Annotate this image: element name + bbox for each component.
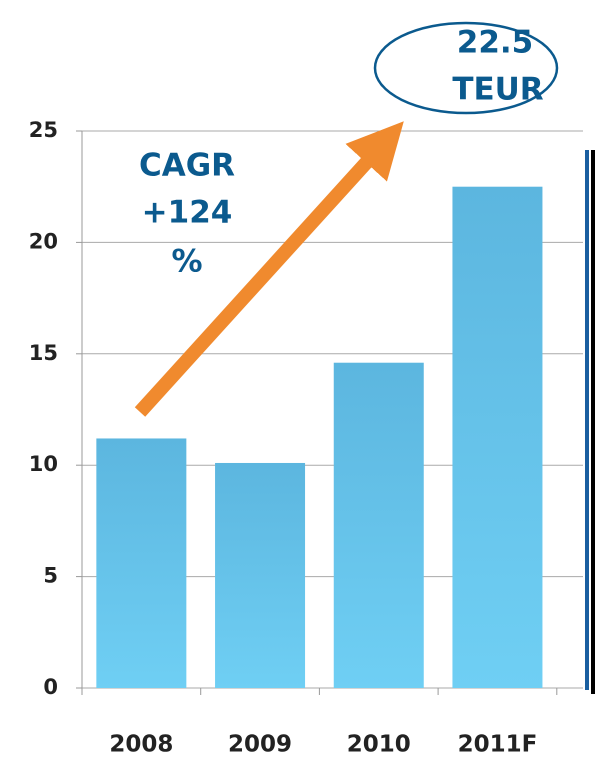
y-tick-label: 20: [29, 229, 58, 253]
y-tick-label: 10: [29, 452, 58, 476]
bar: [215, 462, 306, 688]
annotation: +124: [142, 195, 233, 231]
bar: [96, 438, 187, 688]
annotation: %: [171, 244, 202, 280]
bar: [452, 186, 543, 688]
x-tick-label: 2010: [347, 732, 411, 758]
annotation: CAGR: [139, 148, 235, 184]
x-tick-label: 2009: [228, 732, 292, 758]
x-tick-label: 2011F: [458, 732, 538, 758]
growth-arrow: [134, 121, 404, 417]
y-tick-label: 15: [29, 341, 58, 365]
annotation: 22.5: [457, 25, 534, 61]
y-tick-label: 0: [43, 675, 58, 699]
x-tick-label: 2008: [109, 732, 173, 758]
y-tick-label: 25: [29, 118, 58, 142]
callout-ellipse: [373, 21, 559, 115]
annotation: TEUR: [452, 72, 543, 108]
bar: [333, 362, 424, 688]
y-tick-label: 5: [43, 564, 58, 588]
